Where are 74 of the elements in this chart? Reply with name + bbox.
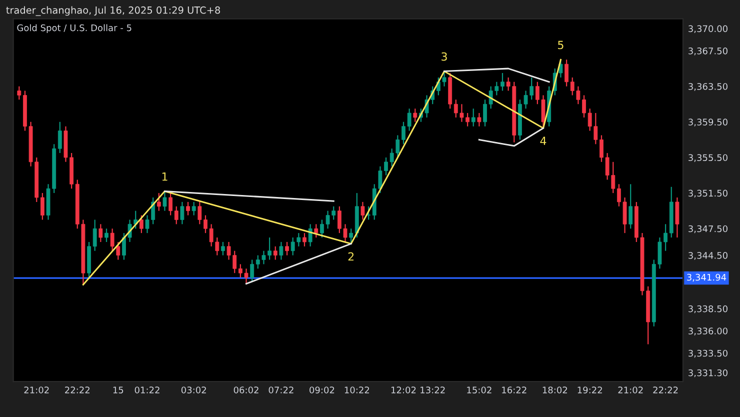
y-tick-label: 3,333.50: [688, 350, 728, 358]
x-tick-label: 15:02: [467, 386, 492, 394]
candlestick: [180, 201, 184, 225]
x-tick-label: 03:02: [181, 386, 206, 394]
candlestick: [413, 108, 418, 122]
candlestick: [477, 112, 482, 127]
y-tick-label: 3,355.50: [688, 154, 728, 162]
x-tick-label: 12:02: [391, 386, 416, 394]
x-tick-label: 06:02: [234, 386, 258, 394]
y-tick-label: 3,347.50: [688, 225, 728, 234]
x-tick-label: 01:22: [134, 386, 160, 394]
candlestick: [675, 196, 680, 238]
annotation: 3: [442, 52, 447, 61]
y-tick-label: 3,363.50: [688, 83, 728, 91]
candlestick: [156, 192, 161, 212]
x-tick-label: 18:02: [542, 386, 568, 394]
annotation: 5: [558, 40, 564, 50]
x-tick-label: 22:22: [65, 386, 90, 394]
candlestick: [279, 241, 284, 260]
candlestick: [285, 241, 289, 256]
y-tick-label: 3,338.50: [688, 305, 728, 314]
candlestick: [302, 232, 306, 247]
candlestick: [221, 241, 225, 256]
candlestick: [500, 72, 504, 92]
annotation: 1: [162, 172, 168, 181]
candlestick: [58, 121, 62, 154]
candlestick: [139, 214, 144, 234]
candlestick: [349, 228, 354, 244]
candlestick: [558, 59, 563, 78]
annotation: 4: [540, 136, 546, 145]
y-tick-label: 3,367.50: [688, 48, 728, 56]
x-tick-label: 10:22: [344, 386, 370, 394]
x-tick-label: 16:22: [502, 386, 526, 394]
text: Gold Spot / U.S. Dollar - 5: [17, 24, 132, 33]
candlestick: [308, 224, 312, 247]
y-tick-label: 3,344.50: [688, 252, 728, 260]
candlestick: [104, 228, 108, 243]
y-tick-label: 3,370.00: [688, 25, 728, 34]
candlestick: [250, 259, 254, 283]
x-tick-label: 15: [113, 386, 124, 394]
candlestick: [40, 192, 44, 220]
y-tick-label: 3,336.00: [688, 328, 728, 336]
candlestick: [198, 201, 202, 225]
candlestick: [162, 190, 167, 212]
y-tick-label: 3,351.50: [688, 190, 728, 198]
candlestick: [186, 201, 190, 216]
candlestick: [483, 99, 487, 127]
ref-line-label: 3,341.94: [687, 274, 726, 282]
candlestick: [116, 241, 120, 260]
x-tick-label: 07:22: [268, 386, 294, 394]
candlestick: [564, 59, 569, 87]
x-tick-label: 22:22: [653, 386, 678, 394]
x-tick-label: 09:02: [310, 386, 334, 394]
candlestick: [471, 108, 476, 127]
x-tick-label: 13:22: [420, 386, 445, 394]
x-tick-label: 21:02: [24, 386, 49, 394]
candlestick: [168, 192, 173, 216]
candlestick: [174, 206, 178, 225]
candlestick: [98, 224, 103, 243]
candlestick: [110, 228, 114, 252]
x-tick-label: 21:02: [618, 386, 643, 394]
candlestick: [192, 201, 196, 216]
candlestick: [360, 201, 365, 220]
candlestick: [628, 184, 633, 230]
text: trader_changhao, Jul 16, 2025 01:29 UTC+8: [6, 6, 220, 16]
candlestick: [314, 224, 318, 238]
candlestick: [366, 206, 371, 220]
candlestick: [17, 86, 22, 100]
x-tick-label: 19:22: [578, 386, 602, 394]
annotation: 2: [348, 252, 354, 261]
y-tick-label: 3,359.50: [688, 118, 728, 126]
candlestick: [92, 219, 97, 252]
y-tick-label: 3,331.30: [688, 369, 728, 378]
candlestick: [273, 246, 278, 260]
